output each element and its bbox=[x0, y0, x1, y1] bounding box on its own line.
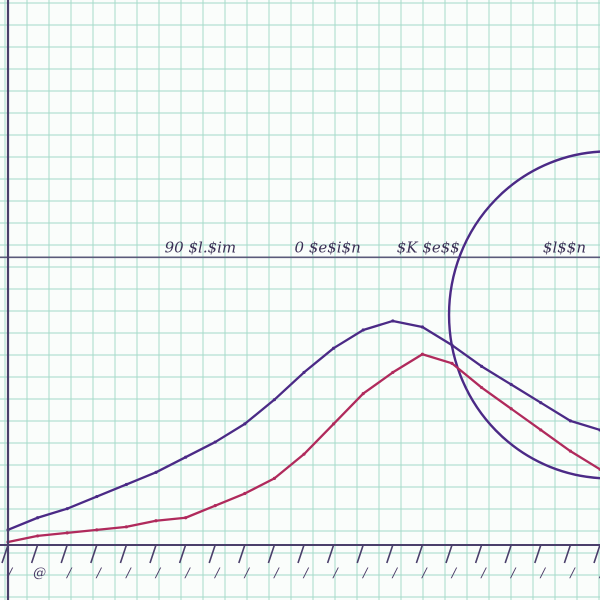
x-tick-label: / bbox=[124, 566, 132, 581]
x-tick bbox=[326, 544, 335, 564]
x-tick-label: / bbox=[598, 566, 600, 581]
series-1-point bbox=[302, 370, 306, 375]
series-2-point bbox=[361, 392, 365, 396]
series-2-point bbox=[420, 352, 424, 356]
series-1-point bbox=[124, 482, 128, 487]
x-tick bbox=[474, 544, 483, 564]
series-2-point bbox=[213, 504, 217, 508]
x-tick bbox=[30, 544, 39, 564]
series-2-point bbox=[302, 452, 306, 456]
series-2-point bbox=[509, 407, 513, 411]
x-tick bbox=[356, 544, 364, 564]
x-tick bbox=[208, 544, 216, 564]
series-2-point bbox=[272, 476, 276, 480]
x-tick bbox=[386, 544, 394, 564]
x-tick bbox=[60, 544, 68, 564]
x-tick-label: / bbox=[302, 566, 310, 581]
series-1-point bbox=[332, 346, 336, 350]
series-1-point bbox=[213, 440, 217, 444]
series-1-point bbox=[509, 382, 513, 387]
series-2-point bbox=[95, 528, 99, 532]
x-tick-label: / bbox=[6, 566, 14, 581]
x-tick bbox=[119, 544, 128, 564]
series-2-point bbox=[391, 370, 395, 375]
x-tick-label: / bbox=[183, 566, 191, 581]
x-tick-label: / bbox=[568, 566, 576, 581]
x-tick-label: / bbox=[213, 566, 221, 581]
x-tick-label: / bbox=[420, 566, 428, 581]
series-2-point bbox=[124, 525, 128, 529]
series-1-point bbox=[539, 401, 543, 405]
series-1-point bbox=[361, 328, 365, 332]
series-2-point bbox=[184, 516, 188, 520]
x-tick-label: / bbox=[331, 566, 339, 581]
series-2-point bbox=[450, 361, 454, 365]
mid-band: 90 $l.$im 0 $e$i$n $K $e$$ $l$$n bbox=[0, 238, 600, 259]
x-tick bbox=[297, 544, 305, 564]
series-2-point bbox=[154, 519, 158, 523]
circle-annotation bbox=[447, 150, 600, 480]
x-tick-label: / bbox=[391, 566, 399, 581]
series-2-point bbox=[568, 449, 573, 453]
mid-label: 0 $e$i$n bbox=[295, 238, 361, 256]
x-tick bbox=[1, 544, 9, 564]
x-tick bbox=[267, 544, 276, 564]
series-1-point bbox=[420, 325, 424, 329]
x-tick bbox=[90, 544, 98, 564]
series-2-point bbox=[36, 534, 40, 538]
x-tick-label: / bbox=[539, 566, 547, 581]
x-tick bbox=[149, 544, 157, 564]
x-tick-label: / bbox=[361, 566, 369, 581]
x-tick bbox=[563, 544, 572, 564]
series-1-point bbox=[480, 364, 484, 368]
x-tick bbox=[178, 544, 187, 564]
mid-label: 90 $l.$im bbox=[165, 238, 237, 256]
series-1-point bbox=[391, 319, 395, 323]
series-2-point bbox=[480, 385, 484, 390]
x-tick-label: / bbox=[243, 566, 251, 581]
series-1-point bbox=[95, 494, 99, 499]
x-tick bbox=[238, 544, 246, 564]
x-tick-label: @ bbox=[33, 566, 46, 581]
x-tick-label: / bbox=[95, 566, 103, 581]
x-tick bbox=[593, 544, 600, 564]
x-tick-label: / bbox=[65, 566, 73, 581]
x-tick-label: / bbox=[509, 566, 517, 581]
series-group bbox=[6, 319, 600, 544]
series-2-point bbox=[65, 531, 69, 535]
circle-annotation-shape bbox=[447, 150, 600, 480]
x-tick-label: / bbox=[450, 566, 458, 581]
x-ticks: / @ / / / / / / / / / / / / / / / / / / / bbox=[1, 544, 600, 581]
x-tick-label: / bbox=[154, 566, 162, 581]
x-tick bbox=[504, 544, 512, 564]
mid-label: $K $e$$ bbox=[397, 238, 460, 256]
series-1-point bbox=[568, 419, 573, 423]
series-1-point bbox=[450, 343, 454, 347]
series-2-point bbox=[243, 491, 247, 496]
series-1-point bbox=[154, 470, 158, 474]
series-1-point bbox=[184, 455, 188, 459]
series-1-point bbox=[272, 398, 276, 402]
x-tick-label: / bbox=[272, 566, 280, 581]
x-tick bbox=[534, 544, 542, 564]
x-tick-label: / bbox=[479, 566, 487, 581]
series-2-point bbox=[332, 422, 336, 426]
series-2-point bbox=[539, 428, 543, 432]
mid-label: $l$$n bbox=[543, 238, 586, 256]
series-1-point bbox=[65, 507, 69, 511]
x-tick bbox=[415, 544, 424, 564]
series-1-point bbox=[243, 422, 247, 426]
series-1-point bbox=[36, 516, 40, 520]
x-tick bbox=[445, 544, 453, 564]
